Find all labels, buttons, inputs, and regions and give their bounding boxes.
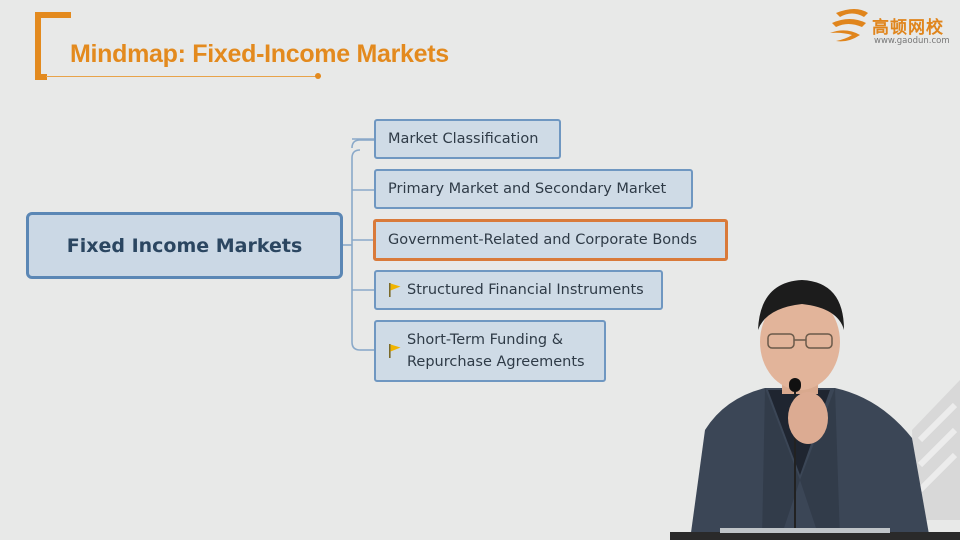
mindmap-root-node[interactable]: Fixed Income Markets: [26, 212, 343, 279]
node-government-corporate-bonds[interactable]: Government-Related and Corporate Bonds: [373, 219, 728, 261]
root-node-label: Fixed Income Markets: [66, 234, 303, 257]
title-bracket-decoration: [35, 12, 71, 80]
slide-title: Mindmap: Fixed-Income Markets: [70, 40, 449, 68]
flag-icon: [389, 283, 401, 297]
node-label: Government-Related and Corporate Bonds: [388, 232, 698, 248]
gaodun-logo: 高顿网校 www.gaodun.com: [826, 5, 956, 47]
node-label: Short-Term Funding & Repurchase Agreemen…: [407, 332, 585, 370]
node-structured-financial-instruments[interactable]: Structured Financial Instruments: [374, 270, 663, 310]
title-underline-dot: [315, 73, 321, 79]
title-bracket-foot: [35, 74, 47, 80]
node-label: Structured Financial Instruments: [407, 282, 644, 298]
title-underline: [46, 76, 321, 77]
flag-icon: [389, 344, 401, 358]
node-label: Primary Market and Secondary Market: [388, 181, 667, 197]
gaodun-logo-icon: [830, 9, 868, 42]
node-primary-secondary-market[interactable]: Primary Market and Secondary Market: [374, 169, 693, 209]
node-short-term-funding-repo[interactable]: Short-Term Funding & Repurchase Agreemen…: [374, 320, 606, 382]
node-label: Market Classification: [388, 131, 539, 147]
presenter-video-image: [670, 280, 960, 540]
logo-name: 高顿网校: [872, 18, 944, 38]
logo-url: www.gaodun.com: [874, 36, 950, 46]
node-market-classification[interactable]: Market Classification: [374, 119, 561, 159]
